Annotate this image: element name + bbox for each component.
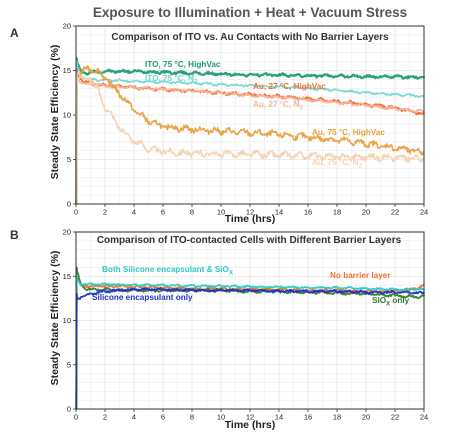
annotation-subscript: 2 <box>300 106 304 112</box>
annotation-siox-only: SiOX only <box>372 296 410 308</box>
annotation-text: Au, 27 °C, HighVac <box>253 82 326 91</box>
annotation-subscript: X <box>386 302 390 308</box>
annotation-text: SiO <box>372 296 387 305</box>
x-tick-label: 20 <box>362 208 370 217</box>
x-tick-label: 10 <box>217 208 225 217</box>
x-tick-label: 12 <box>246 208 254 217</box>
y-tick-label: 15 <box>63 66 71 75</box>
annotation-text-tail: only <box>390 296 410 305</box>
annotation-subscript: 2 <box>194 80 198 86</box>
x-tick-label: 6 <box>161 208 165 217</box>
figure-title: Exposure to Illumination + Heat + Vacuum… <box>93 5 407 20</box>
x-tick-label: 24 <box>420 208 428 217</box>
annotation-ito-75-highvac: ITO, 75 °C, HighVac <box>145 60 221 69</box>
annotation-text: Silicone encapsulant only <box>92 293 193 302</box>
x-tick-label: 2 <box>103 208 107 217</box>
panel-a-y-axis-label: Steady State Efficiency (%) <box>49 45 61 180</box>
x-tick-label: 10 <box>217 413 225 422</box>
x-tick-label: 8 <box>190 413 194 422</box>
x-tick-label: 24 <box>420 413 428 422</box>
panel-b-lines <box>75 266 425 410</box>
annotation-both-silicone-siox: Both Silicone encapsulant & SiOX <box>102 265 233 277</box>
panel-a-title: Comparison of ITO vs. Au Contacts with N… <box>111 32 389 43</box>
panel-b-x-axis-label: Time (hrs) <box>225 419 276 431</box>
panel-b-y-axis-label: Steady State Efficiency (%) <box>49 251 61 386</box>
annotation-subscript: 2 <box>359 164 363 170</box>
x-tick-label: 18 <box>333 208 341 217</box>
panel-a-annotations: ITO, 75 °C, HighVac ITO, 75 °C, N2 Au, 2… <box>145 60 385 170</box>
panel-b-axes <box>73 231 425 412</box>
x-tick-label: 16 <box>304 208 312 217</box>
x-tick-label: 20 <box>362 413 370 422</box>
x-tick-label: 14 <box>275 208 283 217</box>
panel-a-axes <box>73 25 425 207</box>
annotation-text: ITO, 75 °C, HighVac <box>145 60 221 69</box>
y-tick-label: 10 <box>63 111 71 120</box>
annotation-au-75-highvac: Au, 75 °C, HighVac <box>312 128 385 137</box>
annotation-text: Au, 75 °C, N <box>312 158 359 167</box>
panel-b-annotations: Both Silicone encapsulant & SiOX Silicon… <box>92 265 410 308</box>
series-line-ito-75-c-highvac <box>75 56 426 206</box>
panel-a-lines <box>75 56 426 206</box>
y-tick-label: 20 <box>63 228 71 237</box>
y-tick-label: 5 <box>67 155 71 164</box>
panel-b-grid <box>75 231 425 410</box>
annotation-silicone-only: Silicone encapsulant only <box>92 293 193 302</box>
annotation-au-27-n2: Au, 27 °C, N2 <box>253 100 304 112</box>
annotation-text: Au, 27 °C, N <box>253 100 300 109</box>
annotation-ito-75-n2: ITO, 75 °C, N2 <box>145 74 198 86</box>
x-tick-label: 4 <box>132 413 136 422</box>
panel-b-letter: B <box>10 228 19 242</box>
panel-a-x-axis-label: Time (hrs) <box>225 213 276 225</box>
x-tick-label: 16 <box>304 413 312 422</box>
y-tick-label: 5 <box>67 360 71 369</box>
annotation-subscript: X <box>229 271 233 277</box>
x-tick-label: 4 <box>132 208 136 217</box>
series-line-au-27-c-n2 <box>75 71 425 205</box>
annotation-text: Both Silicone encapsulant & SiO <box>102 265 230 274</box>
x-tick-label: 0 <box>74 413 78 422</box>
series-line-au-75-c-highvac <box>75 65 425 205</box>
x-tick-label: 6 <box>161 413 165 422</box>
y-tick-label: 0 <box>67 200 71 209</box>
annotation-au-27-highvac: Au, 27 °C, HighVac <box>253 82 326 91</box>
series-line-ito-75-c-n2 <box>75 59 425 205</box>
series-line-silicone-encapsulant-only <box>75 287 425 410</box>
y-tick-label: 10 <box>63 316 71 325</box>
x-tick-label: 0 <box>74 208 78 217</box>
annotation-au-75-n2: Au, 75 °C, N2 <box>312 158 363 170</box>
x-tick-label: 18 <box>333 413 341 422</box>
annotation-text: No barrier layer <box>330 271 391 280</box>
x-tick-label: 8 <box>190 208 194 217</box>
y-tick-label: 20 <box>63 22 71 31</box>
panel-b-title: Comparison of ITO-contacted Cells with D… <box>97 235 402 246</box>
annotation-no-barrier: No barrier layer <box>330 271 391 280</box>
x-tick-label: 14 <box>275 413 283 422</box>
annotation-text: ITO, 75 °C, N <box>145 74 194 83</box>
x-tick-label: 2 <box>103 413 107 422</box>
x-tick-label: 22 <box>391 208 399 217</box>
panel-a-letter: A <box>10 26 19 40</box>
annotation-text: Au, 75 °C, HighVac <box>312 128 385 137</box>
x-tick-label: 12 <box>246 413 254 422</box>
series-line-both-silicone-encapsulant-siox <box>75 273 425 410</box>
x-tick-label: 22 <box>391 413 399 422</box>
panel-a-grid <box>75 25 425 205</box>
series-line-au-75-c-n2 <box>75 74 425 205</box>
y-tick-label: 15 <box>63 272 71 281</box>
y-tick-label: 0 <box>67 405 71 414</box>
